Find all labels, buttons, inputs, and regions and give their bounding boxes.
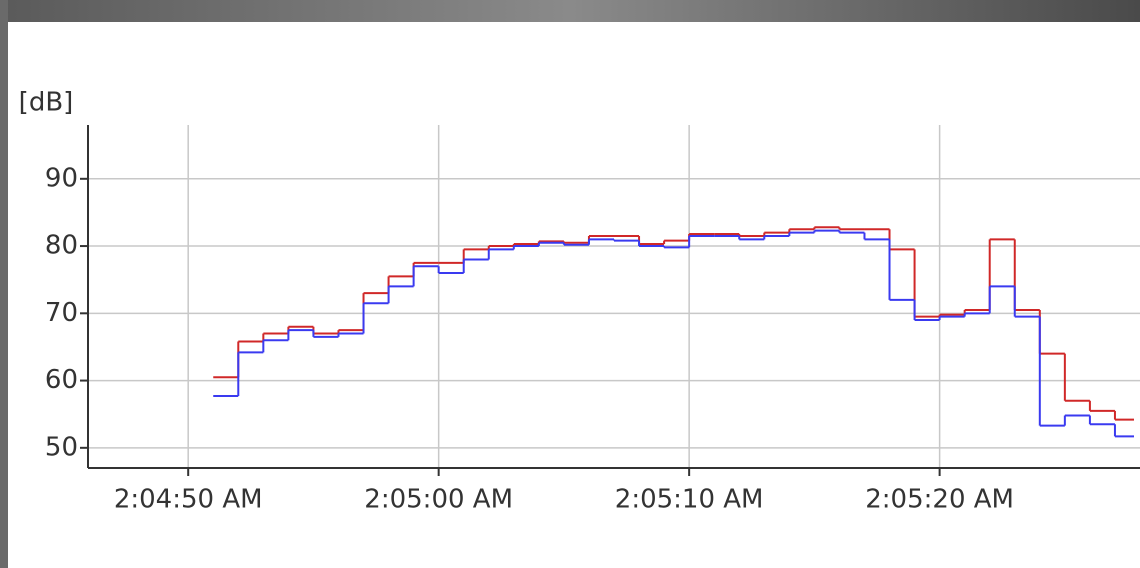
x-tick-label: 2:05:00 AM (364, 485, 513, 515)
x-tick-label: 2:04:50 AM (114, 485, 263, 515)
frame-left (0, 0, 8, 568)
plot (213, 226, 1134, 438)
y-tick-label: 90 (45, 163, 78, 193)
x-tick-label: 2:05:20 AM (865, 485, 1014, 515)
y-tick-label: 60 (45, 365, 78, 395)
y-axis-label: [dB] (19, 88, 74, 118)
frame-top (0, 0, 1140, 22)
x-tick-label: 2:05:10 AM (615, 485, 764, 515)
y-tick-label: 80 (45, 231, 78, 261)
step-riser (237, 230, 1116, 437)
y-tick-label: 70 (45, 298, 78, 328)
y-tick-label: 50 (45, 432, 78, 462)
step-riser (237, 227, 1116, 420)
grid (88, 125, 1140, 468)
